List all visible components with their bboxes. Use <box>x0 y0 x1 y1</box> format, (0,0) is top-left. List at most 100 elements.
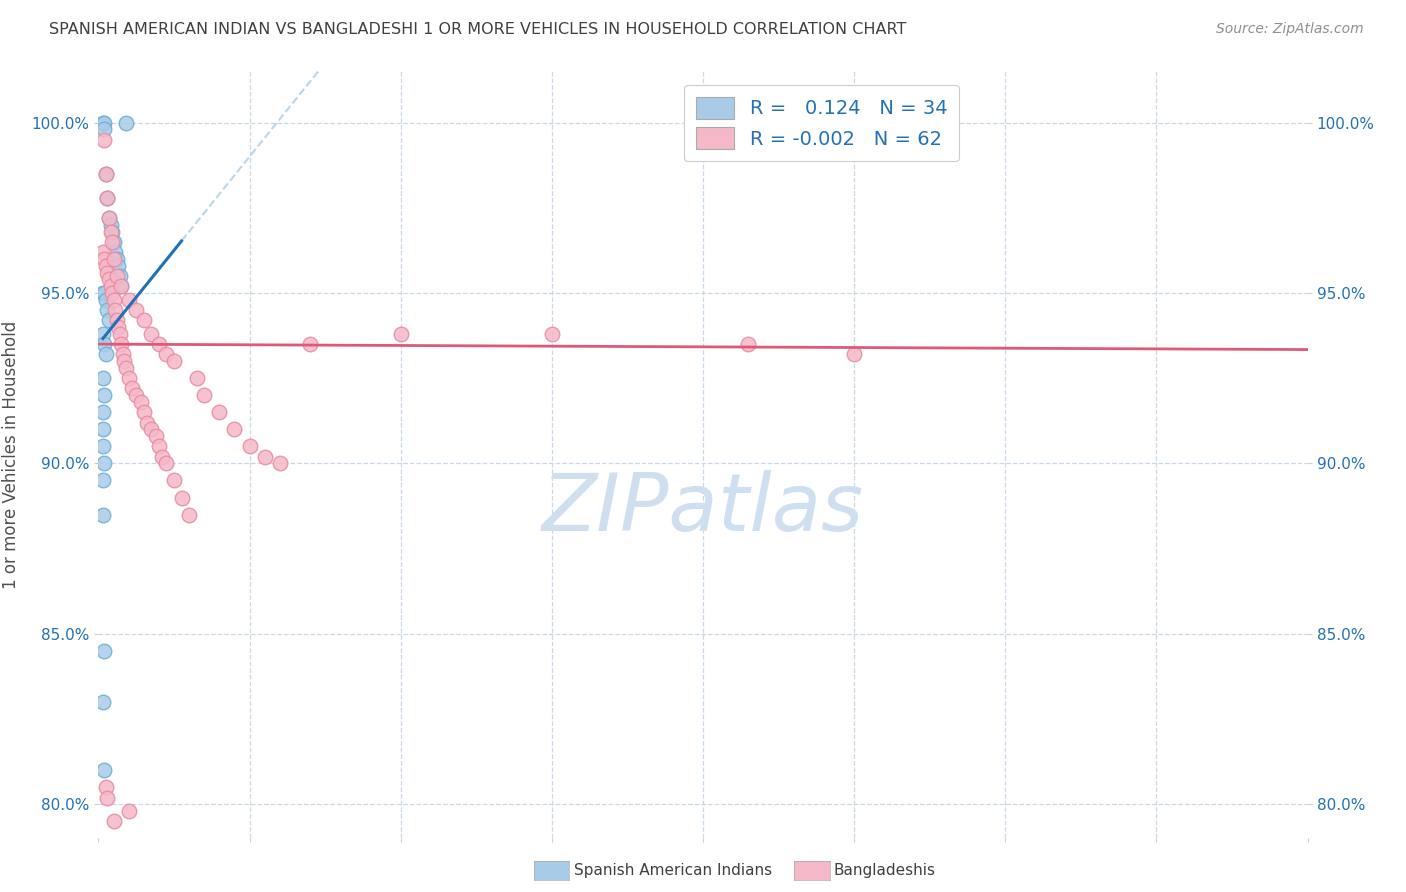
Point <box>93 337 115 351</box>
Text: Spanish American Indians: Spanish American Indians <box>574 863 772 878</box>
Point <box>114 361 136 376</box>
Point <box>96 190 118 204</box>
Text: Bangladeshis: Bangladeshis <box>834 863 936 878</box>
Point <box>112 354 135 368</box>
Point <box>108 326 131 341</box>
Point <box>163 474 186 488</box>
Point <box>96 790 118 805</box>
Point <box>103 235 125 249</box>
Point <box>100 225 122 239</box>
Point <box>737 337 759 351</box>
Point <box>105 313 128 327</box>
Legend: R =   0.124   N = 34, R = -0.002   N = 62: R = 0.124 N = 34, R = -0.002 N = 62 <box>683 85 959 161</box>
Point <box>98 272 121 286</box>
Point <box>103 252 125 266</box>
Point <box>91 695 114 709</box>
Point <box>101 235 124 249</box>
Point <box>110 279 132 293</box>
Point <box>150 450 173 464</box>
Point <box>96 266 118 280</box>
Point <box>101 225 124 239</box>
Point <box>91 115 114 129</box>
Point <box>118 371 141 385</box>
Point <box>104 303 127 318</box>
Point <box>141 326 163 341</box>
Point <box>170 491 193 505</box>
Point <box>93 388 115 402</box>
Point <box>103 293 125 307</box>
Point <box>91 422 114 436</box>
Point <box>104 245 127 260</box>
Point <box>125 388 148 402</box>
Point <box>299 337 322 351</box>
Point <box>91 474 114 488</box>
Point <box>94 780 117 795</box>
Point <box>93 285 115 300</box>
Point <box>91 285 114 300</box>
Point <box>100 279 122 293</box>
Point <box>107 320 129 334</box>
Point <box>105 268 128 283</box>
Point <box>224 422 246 436</box>
Point <box>163 354 186 368</box>
Point <box>148 337 170 351</box>
Point <box>94 167 117 181</box>
Point <box>193 388 215 402</box>
Point <box>132 405 155 419</box>
Point <box>91 326 114 341</box>
Point <box>269 457 291 471</box>
Point <box>94 293 117 307</box>
Point <box>101 285 124 300</box>
Point <box>107 259 129 273</box>
Point <box>125 303 148 318</box>
Point <box>111 347 134 361</box>
Text: SPANISH AMERICAN INDIAN VS BANGLADESHI 1 OR MORE VEHICLES IN HOUSEHOLD CORRELATI: SPANISH AMERICAN INDIAN VS BANGLADESHI 1… <box>49 22 907 37</box>
Point <box>93 457 115 471</box>
Point <box>114 115 136 129</box>
Point <box>148 439 170 453</box>
Point <box>208 405 231 419</box>
Point <box>93 122 115 136</box>
Point <box>98 313 121 327</box>
Point <box>91 405 114 419</box>
Point <box>91 439 114 453</box>
Point <box>93 644 115 658</box>
Point <box>100 218 122 232</box>
Point <box>91 245 114 260</box>
Point <box>155 347 177 361</box>
Point <box>135 416 157 430</box>
Point <box>93 764 115 778</box>
Point <box>239 439 262 453</box>
Point <box>145 429 167 443</box>
Point <box>98 211 121 225</box>
Point <box>93 115 115 129</box>
Text: Source: ZipAtlas.com: Source: ZipAtlas.com <box>1216 22 1364 37</box>
Point <box>110 279 132 293</box>
Point <box>179 508 201 522</box>
Point <box>121 381 143 395</box>
Point <box>540 326 562 341</box>
Point <box>253 450 276 464</box>
Point <box>118 804 141 818</box>
Point <box>96 190 118 204</box>
Point <box>118 293 141 307</box>
Point <box>844 347 866 361</box>
Point <box>91 508 114 522</box>
Point <box>108 268 131 283</box>
Y-axis label: 1 or more Vehicles in Household: 1 or more Vehicles in Household <box>3 321 20 589</box>
Point <box>155 457 177 471</box>
Point <box>105 252 128 266</box>
Point <box>96 303 118 318</box>
Point <box>110 337 132 351</box>
Point <box>94 259 117 273</box>
Point <box>186 371 208 385</box>
Point <box>93 132 115 146</box>
Point <box>103 814 125 829</box>
Point <box>389 326 412 341</box>
Point <box>98 211 121 225</box>
Point <box>93 252 115 266</box>
Point <box>91 371 114 385</box>
Point <box>94 167 117 181</box>
Text: ZIPatlas: ZIPatlas <box>541 469 865 548</box>
Point <box>141 422 163 436</box>
